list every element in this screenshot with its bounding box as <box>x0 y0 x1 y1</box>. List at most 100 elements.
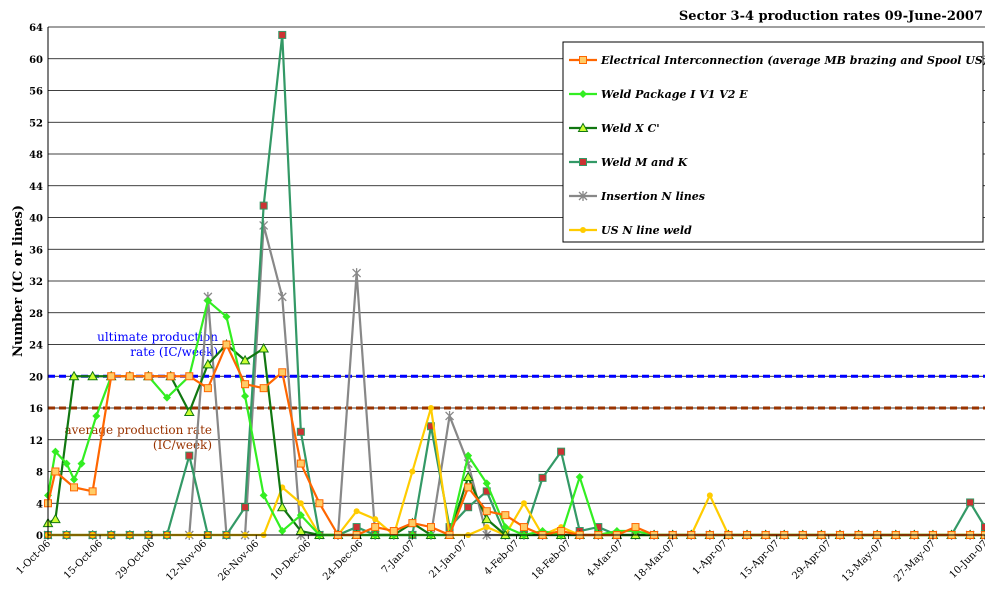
data-point <box>88 487 97 496</box>
y-tick-label: 20 <box>29 372 43 383</box>
x-tick-label: 1-Apr-07 <box>691 538 730 577</box>
data-point <box>259 201 268 210</box>
y-tick-label: 48 <box>29 150 43 161</box>
data-point <box>501 523 510 532</box>
x-tick-label: 27-May-07 <box>892 538 938 584</box>
data-point <box>239 354 251 365</box>
data-point <box>520 500 527 507</box>
x-tick-label: 18-Feb-07 <box>530 538 574 582</box>
data-point <box>297 500 304 507</box>
data-point <box>575 473 584 482</box>
legend-label: Weld Package I V1 V2 E <box>601 88 748 101</box>
x-tick-label: 15-Oct-06 <box>62 538 105 581</box>
data-point <box>482 507 491 516</box>
legend-marker <box>579 56 587 64</box>
data-point <box>966 498 975 507</box>
x-tick-label: 13-May-07 <box>840 538 886 584</box>
data-point <box>315 499 324 508</box>
x-tick-label: 12-Nov-06 <box>164 538 209 583</box>
legend-label: Insertion N lines <box>600 190 705 203</box>
data-point <box>981 523 985 532</box>
data-point <box>277 291 287 302</box>
y-tick-label: 36 <box>29 245 43 256</box>
data-point <box>278 368 287 377</box>
data-point <box>70 475 79 484</box>
y-tick-label: 12 <box>29 436 43 447</box>
data-point <box>202 358 214 369</box>
data-point <box>162 393 171 402</box>
chart-title: Sector 3-4 production rates 09-June-2007 <box>679 9 983 24</box>
data-point <box>557 447 566 456</box>
data-point <box>426 523 435 532</box>
y-tick-label: 28 <box>29 309 43 320</box>
y-tick-label: 56 <box>29 87 43 98</box>
y-tick-label: 40 <box>29 214 43 225</box>
x-tick-labels: 1-Oct-06 15-Oct-06 29-Oct-06 12-Nov-06 26-No… <box>14 535 985 584</box>
x-tick-label: 29-Apr-07 <box>790 538 834 582</box>
data-point <box>222 340 231 349</box>
y-axis-label: Number (IC or lines) <box>11 205 26 357</box>
data-point <box>464 483 473 492</box>
data-point <box>259 384 268 393</box>
data-point <box>92 411 101 420</box>
data-point <box>557 527 566 536</box>
reference-line-label: (IC/week) <box>153 438 212 452</box>
y-tick-label: 32 <box>29 277 43 288</box>
data-point <box>296 459 305 468</box>
data-point <box>203 384 212 393</box>
legend-label: US N line weld <box>601 224 692 237</box>
data-point <box>464 503 473 512</box>
data-point <box>107 372 116 381</box>
y-tick-label: 44 <box>29 182 43 193</box>
data-point <box>353 508 360 515</box>
legend-label: Electrical Interconnection (average MB b… <box>600 54 985 67</box>
data-point <box>409 468 416 475</box>
data-point <box>372 516 379 523</box>
data-point <box>389 527 398 536</box>
data-point <box>462 471 474 482</box>
x-tick-label: 15-Apr-07 <box>738 538 782 582</box>
data-point <box>87 370 98 381</box>
data-point <box>70 483 79 492</box>
data-point <box>408 519 417 528</box>
data-point <box>125 372 134 381</box>
legend-marker <box>580 227 586 233</box>
data-point <box>51 467 60 476</box>
data-point <box>278 30 287 39</box>
data-point <box>278 527 287 536</box>
x-tick-label: 18-Mar-07 <box>632 538 677 583</box>
legend-marker <box>577 122 589 132</box>
data-point <box>185 451 194 460</box>
data-point <box>183 406 195 416</box>
data-point <box>222 312 231 321</box>
data-point <box>538 473 547 482</box>
x-tick-label: 4-Mar-07 <box>585 538 626 579</box>
data-point <box>259 491 268 500</box>
y-tick-label: 0 <box>36 531 43 542</box>
data-point <box>427 405 434 411</box>
x-tick-label: 21-Jan-07 <box>427 538 469 580</box>
data-point <box>352 268 362 279</box>
data-point <box>68 370 80 381</box>
legend-marker <box>579 158 587 166</box>
x-tick-label: 10-Jun-07 <box>948 538 985 581</box>
data-point <box>62 459 71 468</box>
data-point <box>51 447 60 456</box>
data-point <box>483 524 490 531</box>
data-point <box>241 503 250 512</box>
legend-box <box>562 41 984 243</box>
reference-line-label: ultimate production <box>97 330 218 344</box>
data-point <box>50 513 61 524</box>
y-tick-label: 52 <box>29 118 43 129</box>
legend-marker <box>578 191 588 201</box>
data-point <box>77 459 86 468</box>
legend-label: Weld X C' <box>601 122 660 135</box>
data-point <box>241 392 250 401</box>
y-tick-label: 60 <box>29 55 43 66</box>
data-point <box>203 296 212 305</box>
legend-label: Weld M and K <box>601 156 688 169</box>
x-tick-label: 4-Feb-07 <box>482 538 521 577</box>
